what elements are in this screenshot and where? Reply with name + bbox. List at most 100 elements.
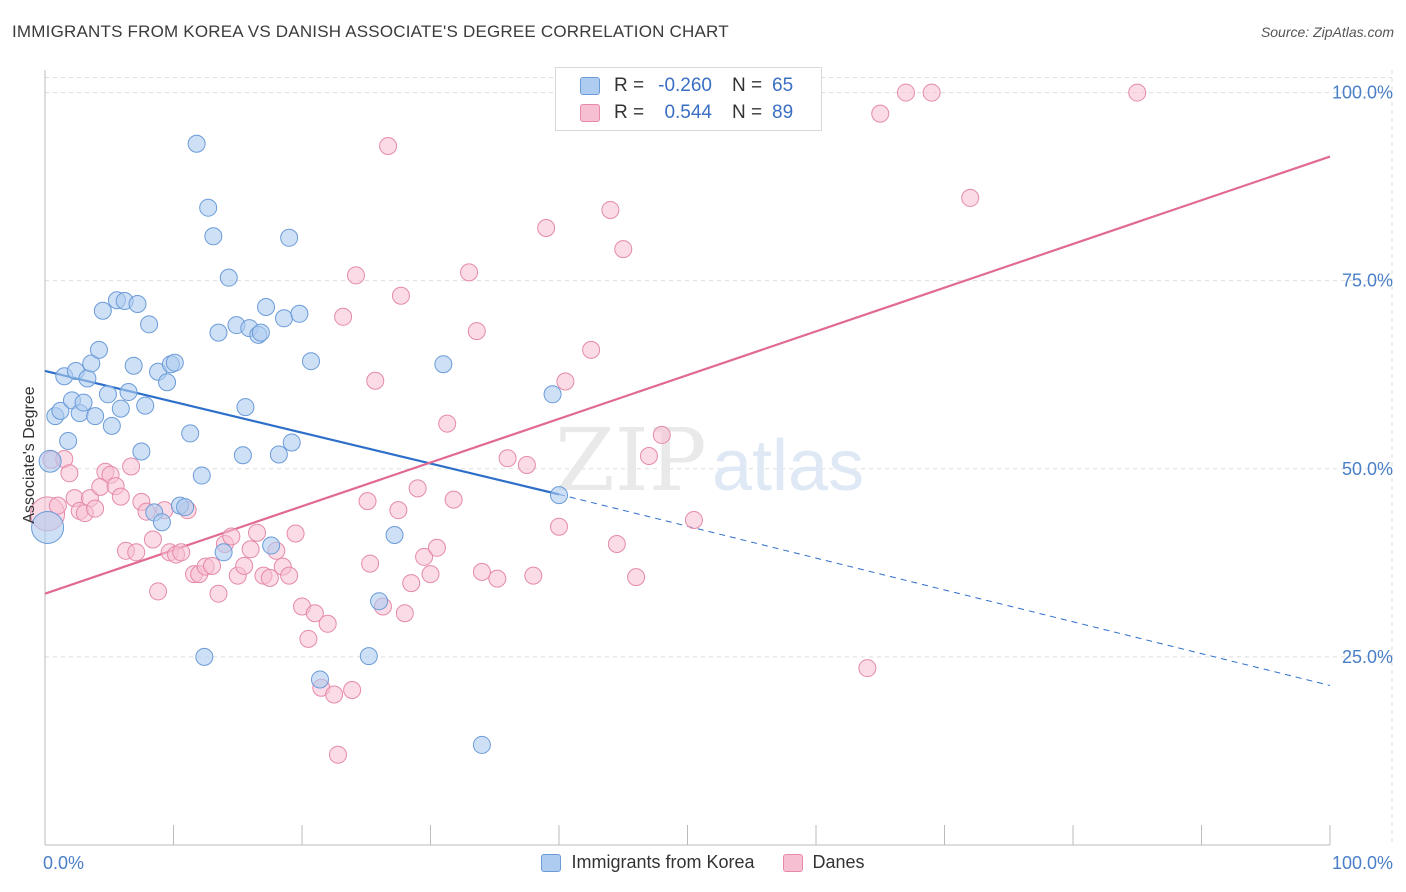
chart-title: IMMIGRANTS FROM KOREA VS DANISH ASSOCIAT…	[12, 22, 729, 41]
danes-point	[328, 745, 347, 764]
danes-point	[961, 188, 980, 207]
y-tick-label: 100.0%	[1332, 83, 1393, 103]
danes-point	[209, 584, 228, 603]
korea-point	[236, 398, 255, 417]
danes-point	[122, 457, 141, 476]
danes-point	[203, 556, 222, 575]
korea-point	[204, 227, 223, 246]
korea-point	[38, 449, 62, 473]
danes-point	[299, 629, 318, 648]
danes-point	[248, 523, 267, 542]
danes-point	[488, 569, 507, 588]
danes-point	[896, 83, 915, 102]
korea-points	[31, 134, 568, 754]
danes-point	[871, 104, 890, 123]
korea-point	[219, 268, 238, 287]
korea-point	[262, 536, 281, 555]
danes-point	[408, 479, 427, 498]
korea-point	[282, 433, 301, 452]
korea-point	[93, 301, 112, 320]
danes-point	[1128, 83, 1147, 102]
y-tick-label: 25.0%	[1342, 647, 1393, 667]
y-axis-label: Associate's Degree	[21, 386, 38, 523]
korea-point	[214, 543, 233, 562]
danes-point	[601, 200, 620, 219]
y-tick-label: 50.0%	[1342, 459, 1393, 479]
legend-r-label: R =	[614, 102, 645, 123]
korea-point	[152, 513, 171, 532]
legend-r-value: -0.260	[658, 75, 712, 96]
danes-point	[318, 614, 337, 633]
danes-point	[48, 496, 67, 515]
danes-point	[143, 530, 162, 549]
danes-point	[467, 322, 486, 341]
legend-n-label: N =	[732, 102, 763, 123]
danes-point	[550, 517, 568, 536]
danes-point	[614, 240, 633, 259]
korea-point	[550, 486, 568, 505]
danes-point	[358, 492, 377, 511]
stats-legend: R = -0.260 N = 65 R = 0.544 N = 89	[555, 67, 822, 131]
legend-swatch-danes	[580, 104, 600, 122]
danes-point	[627, 568, 646, 587]
korea-point	[119, 383, 138, 402]
legend-r-label: R =	[614, 75, 645, 96]
danes-points	[30, 83, 1147, 764]
korea-point	[195, 647, 214, 666]
korea-point	[187, 134, 206, 153]
korea-point	[370, 592, 389, 611]
korea-point	[472, 735, 491, 754]
korea-point	[86, 407, 105, 426]
danes-point	[241, 540, 260, 559]
series-legend-danes: Danes	[782, 852, 865, 873]
danes-point	[149, 582, 168, 601]
korea-point	[78, 369, 97, 388]
danes-point	[652, 425, 671, 444]
korea-point	[385, 526, 404, 544]
korea-point	[209, 323, 228, 342]
danes-point	[922, 83, 941, 102]
korea-point	[132, 442, 151, 461]
watermark-atlas: atlas	[712, 426, 864, 506]
korea-point	[111, 399, 130, 418]
danes-point	[858, 659, 877, 678]
danes-point	[127, 543, 146, 562]
y-tick-label: 75.0%	[1342, 271, 1393, 291]
danes-point	[379, 136, 398, 155]
korea-point	[51, 401, 70, 420]
korea-point	[434, 355, 453, 374]
korea-point	[359, 647, 378, 666]
korea-point	[158, 373, 177, 392]
danes-point	[280, 566, 299, 585]
danes-point	[343, 681, 362, 699]
korea-point	[128, 295, 147, 314]
korea-point	[124, 356, 143, 375]
legend-n-value: 65	[772, 75, 794, 96]
legend-row-danes: R = 0.544 N = 89	[580, 100, 793, 126]
korea-point	[543, 385, 562, 404]
danes-point	[286, 524, 305, 543]
danes-point	[582, 340, 601, 359]
korea-point	[89, 340, 108, 359]
korea-point	[275, 309, 294, 328]
legend-r-value: 0.544	[664, 102, 712, 123]
danes-point	[395, 604, 414, 623]
danes-point	[472, 562, 491, 581]
series-swatch-korea	[541, 853, 562, 872]
source-credit: Source: ZipAtlas.com	[1260, 24, 1394, 40]
korea-point	[257, 298, 276, 317]
korea-point	[290, 304, 309, 323]
gridlines	[45, 70, 1393, 845]
legend-row-korea: R = -0.260 N = 65	[580, 73, 793, 99]
legend-n-value: 89	[772, 102, 794, 123]
danes-point	[498, 449, 517, 468]
danes-point	[260, 568, 279, 587]
korea-point	[98, 385, 117, 404]
danes-point	[325, 685, 344, 704]
watermark: ZIP atlas	[555, 411, 864, 511]
korea-point	[301, 352, 320, 371]
danes-point	[421, 565, 440, 584]
legend-n-label: N =	[732, 75, 763, 96]
danes-point	[235, 556, 254, 575]
korea-point	[74, 393, 93, 412]
